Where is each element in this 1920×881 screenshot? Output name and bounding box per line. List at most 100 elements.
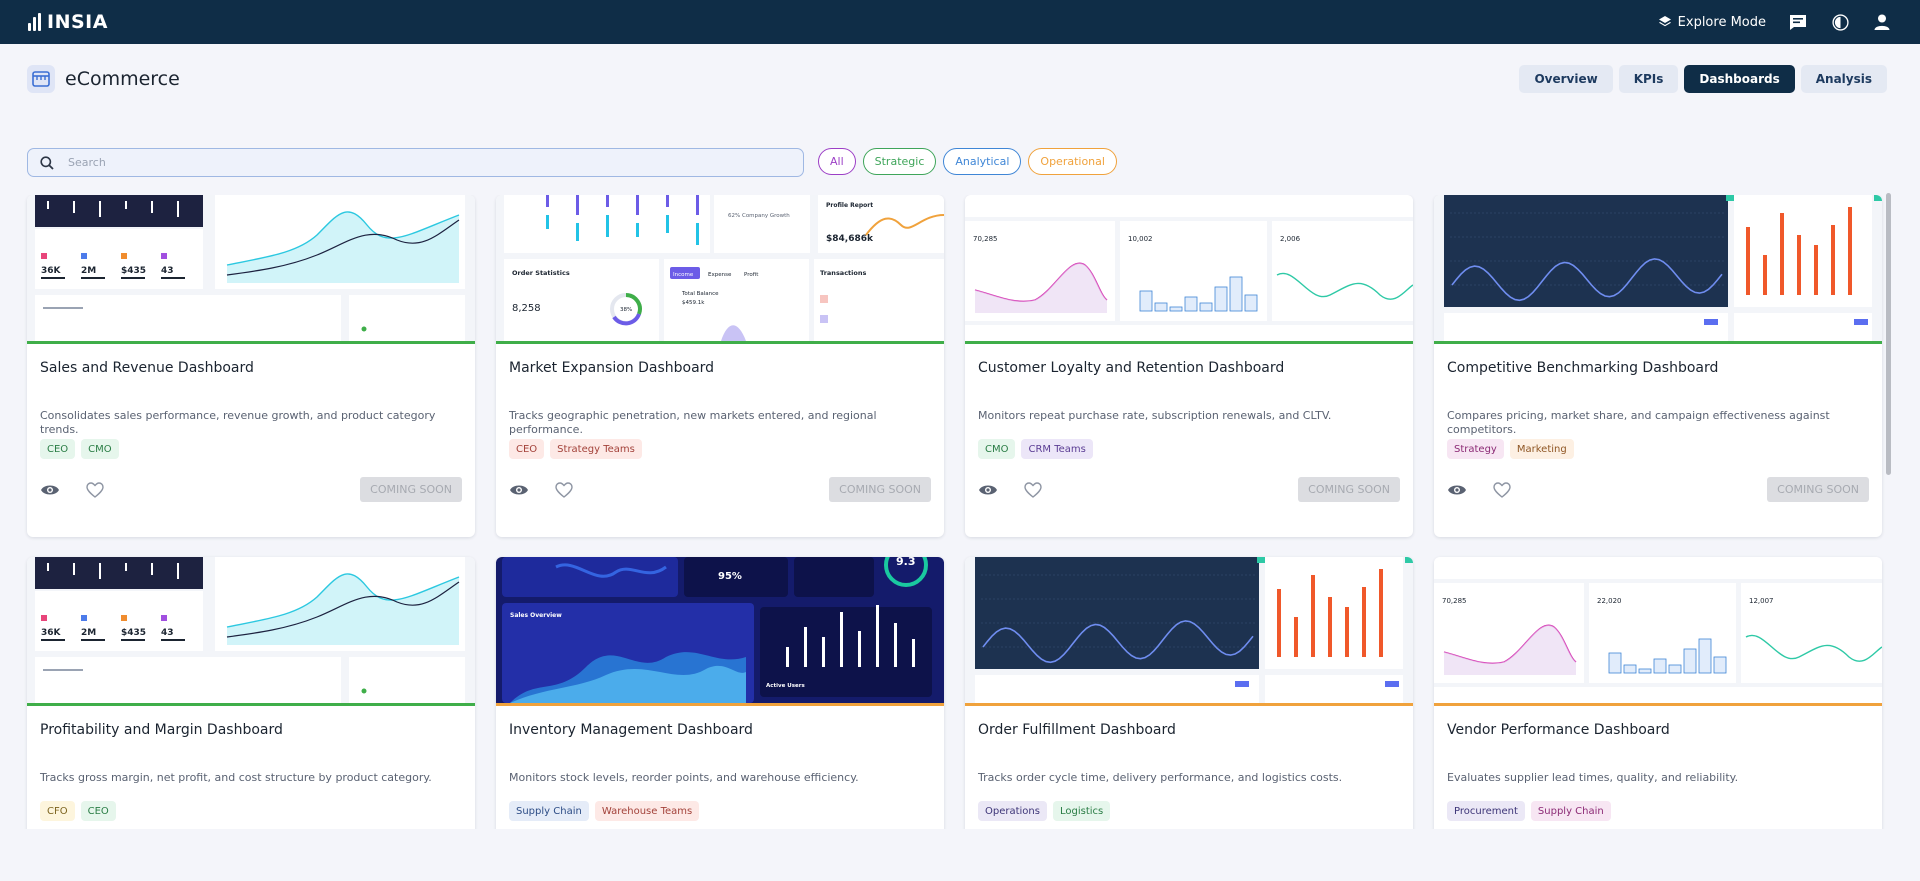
heart-icon[interactable] [85,480,105,500]
svg-text:2M: 2M [81,628,96,638]
coming-soon-button[interactable]: COMING SOON [829,477,931,502]
store-icon [27,65,55,93]
tab-kpis[interactable]: KPIs [1618,65,1679,93]
section-nav: Overview KPIs Dashboards Analysis [1519,65,1887,93]
card-description: Consolidates sales performance, revenue … [40,409,436,436]
card-description: Evaluates supplier lead times, quality, … [1447,771,1739,784]
svg-text:Expense: Expense [708,272,732,278]
filter-chip-analytical[interactable]: Analytical [943,148,1022,175]
svg-text:12,007: 12,007 [1749,597,1774,605]
user-icon[interactable] [1872,12,1892,32]
dashboard-preview-image [965,557,1413,703]
card-accent-bar [1434,703,1882,706]
card-actions: COMING SOON [509,477,931,502]
chat-icon[interactable] [1788,12,1808,32]
dashboard-card[interactable]: 70,285 22,020 12,007 Vendor Performance Das… [1434,557,1882,829]
eye-icon[interactable] [40,480,60,500]
svg-text:Profile Report: Profile Report [826,202,873,209]
dashboard-card[interactable]: 70,285 10,002 2,006 Customer Loyalty and Re… [965,195,1413,537]
role-tag: CMO [978,439,1016,459]
dashboard-card[interactable]: 95% 9.3 Sales Overview Active Users Inventor… [496,557,944,829]
card-accent-bar [965,703,1413,706]
svg-text:$435: $435 [121,266,146,276]
dashboard-grid: 36K 2M $435 43 Sales and Revenue Dashboard Co… [0,195,1920,829]
svg-text:Profit: Profit [744,272,759,278]
svg-text:43: 43 [161,628,174,638]
filter-chip-operational[interactable]: Operational [1028,148,1117,175]
card-tags: CMO CRM Teams [978,439,1400,459]
card-actions: COMING SOON [978,477,1400,502]
heart-icon[interactable] [1023,480,1043,500]
card-title: Profitability and Margin Dashboard [40,722,283,738]
coming-soon-button[interactable]: COMING SOON [360,477,462,502]
svg-text:Sales Overview: Sales Overview [510,612,562,619]
role-tag: Supply Chain [1530,801,1611,821]
heart-icon[interactable] [554,480,574,500]
svg-text:36K: 36K [41,266,62,276]
explore-mode-button[interactable]: Explore Mode [1658,15,1766,30]
card-accent-bar [1434,341,1882,344]
search-input[interactable] [68,156,748,169]
role-tag: Warehouse Teams [594,801,700,821]
dashboard-preview-image: 36K 2M $435 43 [27,195,475,341]
svg-text:36K: 36K [41,628,62,638]
card-tags: CEO CMO [40,439,462,459]
theme-icon[interactable] [1830,12,1850,32]
tab-dashboards[interactable]: Dashboards [1684,65,1795,93]
role-tag: CRM Teams [1021,439,1093,459]
card-body: Competitive Benchmarking Dashboard Compar… [1434,360,1882,502]
tab-overview[interactable]: Overview [1519,65,1613,93]
dashboard-card[interactable]: 36K 2M $435 43 Profitability and Margin Dash… [27,557,475,829]
card-title: Order Fulfillment Dashboard [978,722,1176,738]
scrollbar-thumb[interactable] [1886,193,1891,475]
tab-analysis[interactable]: Analysis [1800,65,1887,93]
card-accent-bar [27,703,475,706]
top-bar: INSIA Explore Mode [0,0,1920,44]
svg-text:70,285: 70,285 [973,235,998,243]
coming-soon-button[interactable]: COMING SOON [1298,477,1400,502]
dashboard-preview-image [1434,195,1882,341]
svg-text:2,006: 2,006 [1280,235,1301,243]
filter-chip-strategic[interactable]: Strategic [862,148,937,175]
card-accent-bar [27,341,475,344]
card-actions: COMING SOON [1447,477,1869,502]
card-title: Vendor Performance Dashboard [1447,722,1670,738]
role-tag: CEO [509,439,545,459]
filter-chips: All Strategic Analytical Operational [818,148,1117,175]
card-title: Market Expansion Dashboard [509,360,715,376]
card-tags: Procurement Supply Chain [1447,801,1869,821]
eye-icon[interactable] [978,480,998,500]
card-description: Tracks gross margin, net profit, and cos… [40,771,432,784]
card-title: Competitive Benchmarking Dashboard [1447,360,1719,376]
app-logo[interactable]: INSIA [28,11,108,33]
filter-chip-all[interactable]: All [818,148,856,175]
dashboard-preview-image: 36K 2M $435 43 [27,557,475,703]
card-body: Inventory Management Dashboard Monitors s… [496,722,944,829]
page-title: eCommerce [65,68,180,90]
dashboard-card[interactable]: Competitive Benchmarking Dashboard Compar… [1434,195,1882,537]
explore-mode-label: Explore Mode [1677,14,1766,30]
card-description: Monitors repeat purchase rate, subscript… [978,409,1332,422]
card-description: Tracks geographic penetration, new marke… [509,409,877,436]
role-tag: Logistics [1052,801,1111,821]
logo-bars-icon [28,13,41,31]
card-body: Order Fulfillment Dashboard Tracks order … [965,722,1413,829]
dashboard-card[interactable]: 36K 2M $435 43 Sales and Revenue Dashboard Co… [27,195,475,537]
eye-icon[interactable] [1447,480,1467,500]
dashboard-card[interactable]: Order Fulfillment Dashboard Tracks order … [965,557,1413,829]
dashboard-preview-image: 95% 9.3 Sales Overview Active Users [496,557,944,703]
dashboard-card[interactable]: 62% Company Growth Profile Report $84,686k… [496,195,944,537]
eye-icon[interactable] [509,480,529,500]
role-tag: CEO [80,801,116,821]
svg-text:95%: 95% [718,571,742,582]
role-tag: Procurement [1447,801,1525,821]
dashboard-preview-image: 70,285 10,002 2,006 [965,195,1413,341]
card-tags: CEO Strategy Teams [509,439,931,459]
heart-icon[interactable] [1492,480,1512,500]
card-title: Sales and Revenue Dashboard [40,360,254,376]
role-tag: Marketing [1509,439,1574,459]
card-tags: Strategy Marketing [1447,439,1869,459]
coming-soon-button[interactable]: COMING SOON [1767,477,1869,502]
svg-text:Transactions: Transactions [820,269,866,277]
search-box [27,148,804,177]
